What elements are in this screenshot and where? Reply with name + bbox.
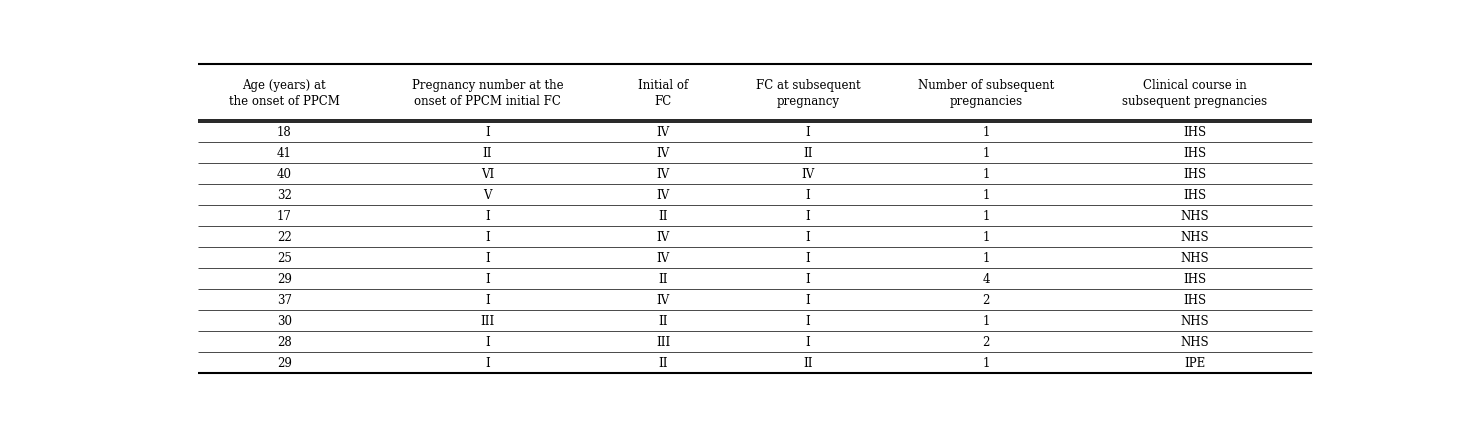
Text: I: I (485, 251, 491, 264)
Text: NHS: NHS (1181, 251, 1209, 264)
Text: I: I (485, 335, 491, 348)
Text: IHS: IHS (1183, 293, 1206, 306)
Text: IHS: IHS (1183, 147, 1206, 160)
Text: Pregnancy number at the
onset of PPCM initial FC: Pregnancy number at the onset of PPCM in… (411, 79, 563, 108)
Text: Number of subsequent
pregnancies: Number of subsequent pregnancies (918, 79, 1055, 108)
Text: IV: IV (657, 230, 670, 243)
Text: 1: 1 (982, 126, 990, 139)
Text: 2: 2 (982, 335, 990, 348)
Text: FC at subsequent
pregnancy: FC at subsequent pregnancy (756, 79, 860, 108)
Text: 41: 41 (277, 147, 292, 160)
Text: I: I (485, 272, 491, 285)
Text: IHS: IHS (1183, 272, 1206, 285)
Text: 30: 30 (277, 314, 292, 327)
Text: 2: 2 (982, 293, 990, 306)
Text: III: III (655, 335, 670, 348)
Text: IV: IV (657, 126, 670, 139)
Text: I: I (485, 126, 491, 139)
Text: I: I (485, 209, 491, 222)
Text: 37: 37 (277, 293, 292, 306)
Text: IHS: IHS (1183, 168, 1206, 181)
Text: IPE: IPE (1184, 356, 1205, 369)
Text: 1: 1 (982, 188, 990, 202)
Text: IV: IV (657, 147, 670, 160)
Text: 1: 1 (982, 314, 990, 327)
Text: 1: 1 (982, 251, 990, 264)
Text: II: II (483, 147, 492, 160)
Text: IV: IV (657, 188, 670, 202)
Text: 22: 22 (277, 230, 292, 243)
Text: II: II (658, 314, 667, 327)
Text: II: II (658, 209, 667, 222)
Text: I: I (485, 356, 491, 369)
Text: IV: IV (801, 168, 815, 181)
Text: Age (years) at
the onset of PPCM: Age (years) at the onset of PPCM (228, 79, 340, 108)
Text: NHS: NHS (1181, 314, 1209, 327)
Text: I: I (806, 272, 810, 285)
Text: Clinical course in
subsequent pregnancies: Clinical course in subsequent pregnancie… (1122, 79, 1268, 108)
Text: III: III (480, 314, 495, 327)
Text: 18: 18 (277, 126, 292, 139)
Text: NHS: NHS (1181, 230, 1209, 243)
Text: 1: 1 (982, 356, 990, 369)
Text: 17: 17 (277, 209, 292, 222)
Text: I: I (806, 293, 810, 306)
Text: I: I (806, 209, 810, 222)
Text: IHS: IHS (1183, 126, 1206, 139)
Text: NHS: NHS (1181, 335, 1209, 348)
Text: 29: 29 (277, 356, 292, 369)
Text: IV: IV (657, 251, 670, 264)
Text: I: I (806, 188, 810, 202)
Text: I: I (806, 251, 810, 264)
Text: IV: IV (657, 293, 670, 306)
Text: I: I (485, 230, 491, 243)
Text: II: II (658, 272, 667, 285)
Text: IHS: IHS (1183, 188, 1206, 202)
Text: 4: 4 (982, 272, 990, 285)
Text: 1: 1 (982, 147, 990, 160)
Text: VI: VI (480, 168, 493, 181)
Text: NHS: NHS (1181, 209, 1209, 222)
Text: I: I (485, 293, 491, 306)
Text: 32: 32 (277, 188, 292, 202)
Text: 29: 29 (277, 272, 292, 285)
Text: I: I (806, 314, 810, 327)
Text: I: I (806, 335, 810, 348)
Text: I: I (806, 126, 810, 139)
Text: I: I (806, 230, 810, 243)
Text: 40: 40 (277, 168, 292, 181)
Text: IV: IV (657, 168, 670, 181)
Text: 1: 1 (982, 230, 990, 243)
Text: 1: 1 (982, 168, 990, 181)
Text: 25: 25 (277, 251, 292, 264)
Text: Initial of
FC: Initial of FC (638, 79, 688, 108)
Text: II: II (658, 356, 667, 369)
Text: II: II (803, 356, 813, 369)
Text: 1: 1 (982, 209, 990, 222)
Text: II: II (803, 147, 813, 160)
Text: V: V (483, 188, 492, 202)
Text: 28: 28 (277, 335, 292, 348)
